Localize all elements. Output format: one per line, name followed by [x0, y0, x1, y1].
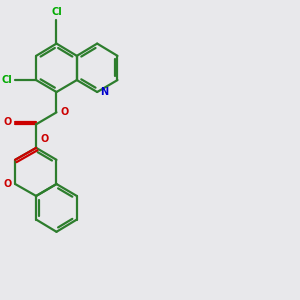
- Text: O: O: [40, 134, 48, 144]
- Text: N: N: [100, 87, 108, 97]
- Text: Cl: Cl: [2, 75, 12, 85]
- Text: O: O: [4, 117, 12, 128]
- Text: O: O: [4, 179, 12, 189]
- Text: Cl: Cl: [51, 7, 62, 17]
- Text: O: O: [60, 107, 69, 117]
